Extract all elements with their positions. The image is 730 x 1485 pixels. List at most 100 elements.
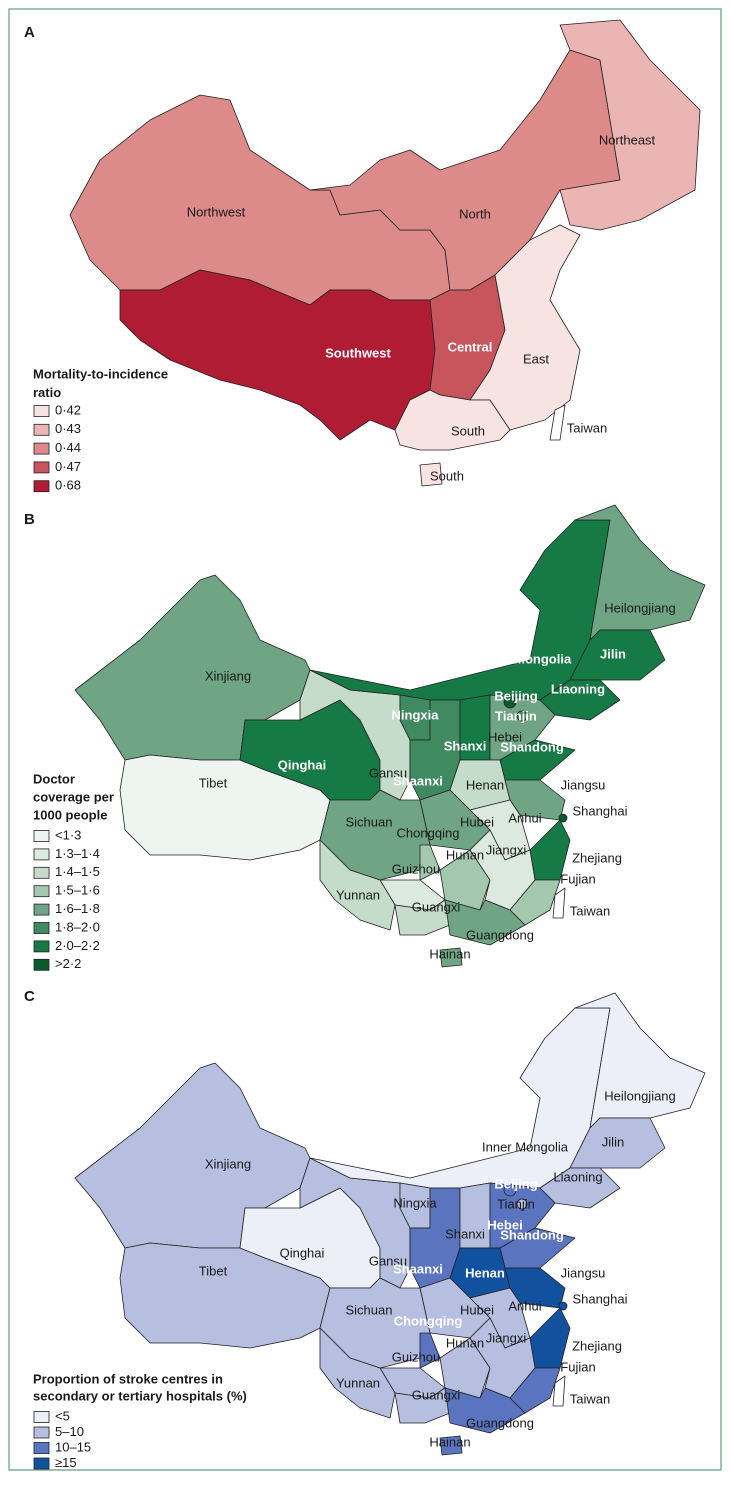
region [574,992,706,1129]
region [444,899,526,946]
region [319,1327,396,1419]
region-label: Jiangsu [561,777,606,792]
region-label: Jiangxi [486,1330,527,1345]
region-label: Shaanxi [393,1261,443,1276]
legend-swatch [33,1411,50,1423]
legend-swatch [33,461,50,474]
legend-swatch [33,1442,50,1454]
legend-label: <1·3 [55,827,81,842]
panel-label: B [24,511,35,528]
region-label: Ningxia [392,707,440,722]
region-label: Northeast [599,132,656,147]
legend-swatch [33,940,50,953]
region [549,404,566,441]
legend-swatch [33,423,50,436]
region-label: Guangdong [466,927,534,942]
region-label: Hainan [429,946,470,961]
region-label: North [459,206,491,221]
region-label: Inner Mongolia [482,1139,569,1154]
region-label: Hainan [429,1434,470,1449]
region [516,1198,528,1210]
region-label: South [430,468,464,483]
region-label: Anhui [508,810,541,825]
legend-title: 1000 people [33,807,107,822]
region [439,1435,463,1456]
region-label: Yunnan [336,1375,380,1390]
legend-label: 0·43 [55,421,81,436]
region [309,49,621,291]
region-label: Heilongjiang [604,600,676,615]
legend-label: 10–15 [55,1439,91,1454]
region-label: Shandong [500,739,564,754]
region-label: Guizhou [392,861,440,876]
legend-swatch [33,866,50,879]
region-label: Gansu [369,1253,407,1268]
region-label: Yunnan [336,887,380,902]
legend-title: Mortality-to-incidence [33,366,168,381]
region-label: Southwest [325,345,391,360]
region-label: Anhui [508,1298,541,1313]
region-label: Fujian [560,871,595,886]
region-label: Beijing [494,688,537,703]
legend-label: 0·68 [55,478,81,493]
region [509,1367,561,1414]
region-label: Guangxi [412,899,461,914]
legend-title: secondary or tertiary hospitals (%) [33,1388,247,1403]
region-label: Jiangsu [561,1265,606,1280]
region-label: Hunan [446,847,484,862]
region-label: Shandong [500,1227,564,1242]
region-label: Beijing [494,1176,537,1191]
region [509,879,561,926]
region [309,519,611,701]
region [552,1375,566,1407]
region-label: Zhejiang [572,1338,622,1353]
region-label: Hunan [446,1335,484,1350]
region-label: Sichuan [346,814,393,829]
region-label: Tibet [199,775,228,790]
panel-label: C [24,988,35,1005]
legend-swatch [33,1426,50,1439]
legend-title: Proportion of stroke centres in [33,1371,223,1386]
region-label: Hebei [487,1217,522,1232]
legend-swatch [33,885,50,898]
legend-swatch [33,922,50,934]
region-label: Gansu [369,765,407,780]
region-label: Jiangxi [486,842,527,857]
legend-title: coverage per [33,789,114,804]
region-label: Xinjiang [205,1156,251,1171]
legend-swatch [33,848,50,861]
legend-label: 0·47 [55,459,81,474]
region-label: Shaanxi [393,773,443,788]
region [469,224,581,431]
region [439,1337,491,1399]
region-label: Hubei [460,814,494,829]
region-label: Fujian [560,1359,595,1374]
region-label: Jilin [600,646,626,661]
region [319,839,396,931]
region-label: Taiwan [570,903,610,918]
region-label: Tianjin [495,708,537,723]
legend-swatch [33,958,50,971]
region-label: Taiwan [570,1391,610,1406]
region-label: Tianjin [497,1196,535,1211]
region-label: Jilin [602,1134,624,1149]
legend-label: 1·5–1·6 [55,883,100,898]
region-label: Shanghai [573,1291,628,1306]
region-label: Sichuan [346,1302,393,1317]
region-label: Taiwan [567,420,607,435]
frame [8,8,722,1471]
legend-label: 1·3–1·4 [55,846,100,861]
legend-label: 2·0–2·2 [55,938,100,953]
legend-swatch [33,480,50,493]
region-label: Central [448,339,493,354]
region-label: Ningxia [393,1195,437,1210]
legend-label: 0·44 [55,440,81,455]
legend-label: 0·42 [55,402,81,417]
region-label: Shanxi [445,1226,485,1241]
legend-label: <5 [55,1408,70,1423]
region-label: East [523,351,549,366]
region-label: Shanghai [573,803,628,818]
region-label: Zhejiang [572,850,622,865]
region [559,19,701,231]
